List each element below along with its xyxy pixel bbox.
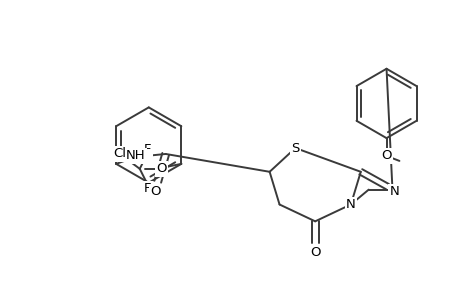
Text: O: O — [150, 185, 161, 198]
Text: N: N — [345, 198, 355, 211]
Text: NH: NH — [126, 149, 146, 162]
Text: O: O — [156, 162, 167, 175]
Text: Cl: Cl — [113, 148, 126, 160]
Text: S: S — [291, 142, 299, 154]
Text: O: O — [381, 149, 391, 162]
Text: N: N — [389, 185, 398, 198]
Text: F: F — [144, 142, 151, 155]
Text: O: O — [309, 245, 320, 259]
Text: F: F — [144, 182, 151, 195]
